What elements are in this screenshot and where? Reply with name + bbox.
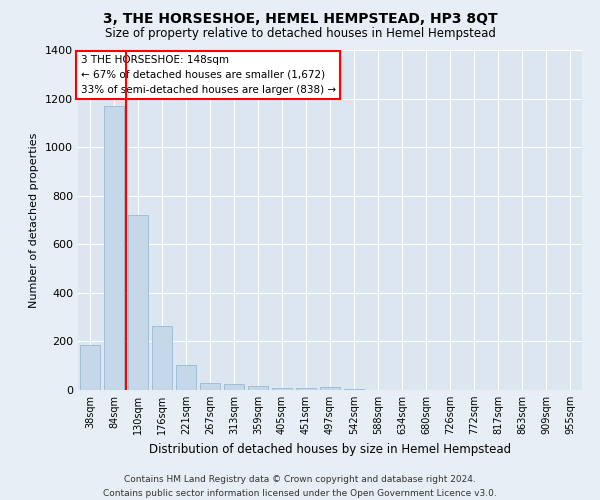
Bar	[200, 383, 220, 390]
Bar	[176, 364, 196, 390]
Text: Size of property relative to detached houses in Hemel Hempstead: Size of property relative to detached ho…	[104, 28, 496, 40]
Bar	[248, 386, 268, 390]
Bar	[224, 384, 244, 390]
Bar	[296, 388, 316, 390]
Text: 3, THE HORSESHOE, HEMEL HEMPSTEAD, HP3 8QT: 3, THE HORSESHOE, HEMEL HEMPSTEAD, HP3 8…	[103, 12, 497, 26]
Bar	[320, 386, 340, 390]
Text: Contains HM Land Registry data © Crown copyright and database right 2024.
Contai: Contains HM Land Registry data © Crown c…	[103, 476, 497, 498]
Bar	[152, 326, 172, 390]
X-axis label: Distribution of detached houses by size in Hemel Hempstead: Distribution of detached houses by size …	[149, 442, 511, 456]
Bar	[80, 345, 100, 390]
Text: 3 THE HORSESHOE: 148sqm
← 67% of detached houses are smaller (1,672)
33% of semi: 3 THE HORSESHOE: 148sqm ← 67% of detache…	[80, 55, 335, 94]
Bar	[104, 106, 124, 390]
Bar	[272, 388, 292, 390]
Y-axis label: Number of detached properties: Number of detached properties	[29, 132, 40, 308]
Bar	[128, 215, 148, 390]
